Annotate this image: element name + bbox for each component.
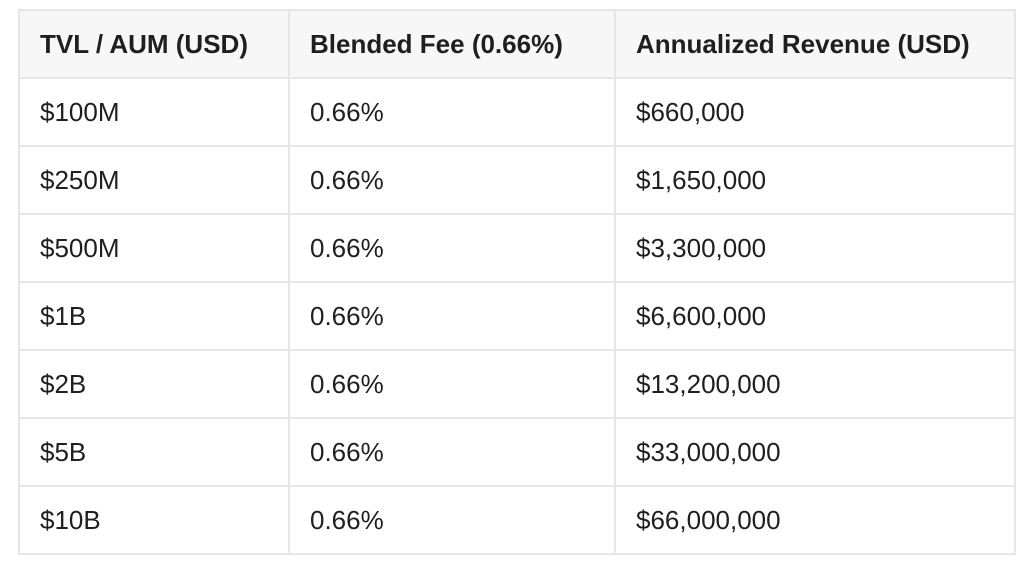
header-cell: Annualized Revenue (USD): [614, 9, 1016, 79]
table-cell: 0.66%: [288, 77, 616, 147]
table-cell: 0.66%: [288, 145, 616, 215]
table-cell: $33,000,000: [614, 417, 1016, 487]
table-row: $2B 0.66% $13,200,000: [18, 349, 1016, 419]
table-cell: $100M: [18, 77, 290, 147]
table-cell: 0.66%: [288, 281, 616, 351]
header-row: TVL / AUM (USD) Blended Fee (0.66%) Annual…: [18, 9, 1016, 79]
table-cell: 0.66%: [288, 349, 616, 419]
table-cell: $10B: [18, 485, 290, 555]
table-cell: $5B: [18, 417, 290, 487]
table-row: $10B 0.66% $66,000,000: [18, 485, 1016, 555]
table-row: $250M 0.66% $1,650,000: [18, 145, 1016, 215]
table-row: $5B 0.66% $33,000,000: [18, 417, 1016, 487]
table-cell: $1B: [18, 281, 290, 351]
table-cell: $500M: [18, 213, 290, 283]
table-cell: $3,300,000: [614, 213, 1016, 283]
table-cell: $1,650,000: [614, 145, 1016, 215]
table-row: $100M 0.66% $660,000: [18, 77, 1016, 147]
table-cell: $2B: [18, 349, 290, 419]
table-body: $100M 0.66% $660,000 $250M 0.66% $1,650,000 $5…: [18, 77, 1016, 555]
table-cell: $6,600,000: [614, 281, 1016, 351]
table-cell: 0.66%: [288, 213, 616, 283]
header-cell: TVL / AUM (USD): [18, 9, 290, 79]
table-row: $500M 0.66% $3,300,000: [18, 213, 1016, 283]
table-row: $1B 0.66% $6,600,000: [18, 281, 1016, 351]
table-cell: $250M: [18, 145, 290, 215]
table-cell: 0.66%: [288, 417, 616, 487]
header-cell: Blended Fee (0.66%): [288, 9, 616, 79]
table-cell: $66,000,000: [614, 485, 1016, 555]
table-cell: 0.66%: [288, 485, 616, 555]
revenue-table: TVL / AUM (USD) Blended Fee (0.66%) Annual…: [18, 9, 1016, 555]
table-cell: $660,000: [614, 77, 1016, 147]
table-cell: $13,200,000: [614, 349, 1016, 419]
